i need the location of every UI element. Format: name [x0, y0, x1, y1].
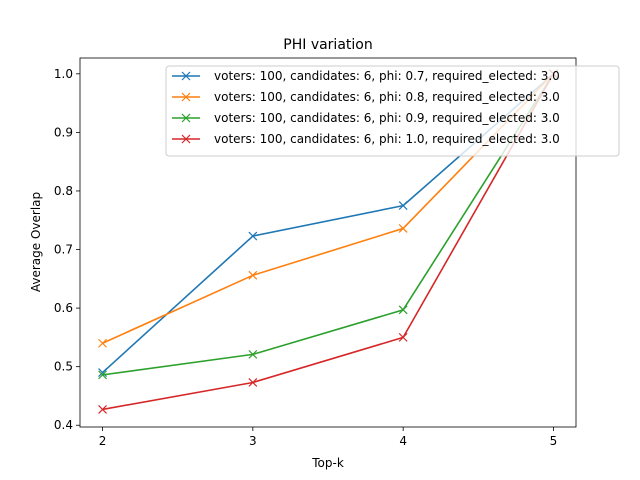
- x-tick-label: 4: [399, 434, 407, 448]
- legend-swatch-marker: [181, 71, 191, 81]
- data-point: [98, 370, 107, 380]
- marker-stroke: [98, 370, 107, 380]
- marker-stroke: [398, 224, 408, 233]
- legend-swatch-marker: [181, 134, 191, 144]
- y-tick-label: 0.7: [54, 243, 73, 257]
- legend-label: voters: 100, candidates: 6, phi: 0.8, re…: [214, 90, 560, 104]
- legend-box: [165, 65, 620, 157]
- y-tick-label: 0.8: [54, 184, 73, 198]
- y-tick-label: 0.5: [54, 360, 73, 374]
- data-point: [398, 201, 408, 211]
- data-point: [398, 224, 408, 233]
- x-tick-label: 5: [550, 434, 558, 448]
- legend-swatch-marker: [181, 113, 191, 123]
- data-point: [248, 349, 258, 359]
- legend-swatch-marker: [181, 92, 191, 102]
- legend-entry: voters: 100, candidates: 6, phi: 0.8, re…: [172, 90, 560, 104]
- legend-entry: voters: 100, candidates: 6, phi: 0.7, re…: [172, 69, 560, 83]
- x-tick-label: 2: [99, 434, 107, 448]
- marker-stroke: [398, 332, 408, 342]
- series-line-3: [102, 73, 555, 376]
- marker-stroke: [248, 231, 258, 241]
- marker-stroke: [248, 270, 258, 280]
- data-point: [248, 378, 258, 387]
- legend-label: voters: 100, candidates: 6, phi: 1.0, re…: [214, 132, 560, 146]
- data-point: [98, 405, 107, 414]
- data-point: [398, 332, 408, 342]
- chart-title: PHI variation: [283, 37, 372, 53]
- y-axis-label: Average Overlap: [29, 192, 43, 292]
- data-point: [248, 231, 258, 241]
- marker-stroke: [98, 338, 107, 348]
- marker-stroke: [181, 71, 191, 81]
- marker-stroke: [181, 113, 191, 123]
- marker-stroke: [181, 134, 191, 144]
- series-line-4: [102, 73, 555, 411]
- x-tick-label: 3: [249, 434, 257, 448]
- data-point: [398, 305, 408, 315]
- legend: voters: 100, candidates: 6, phi: 0.7, re…: [165, 65, 620, 157]
- marker-stroke: [398, 305, 408, 315]
- legend-entry: voters: 100, candidates: 6, phi: 1.0, re…: [172, 132, 560, 146]
- marker-stroke: [398, 201, 408, 211]
- marker-stroke: [248, 378, 258, 387]
- y-tick-label: 0.4: [54, 418, 73, 432]
- data-point: [248, 270, 258, 280]
- plot-frame: [79, 57, 577, 428]
- marker-stroke: [248, 349, 258, 359]
- data-point: [98, 338, 107, 348]
- legend-label: voters: 100, candidates: 6, phi: 0.9, re…: [214, 111, 560, 125]
- marker-stroke: [98, 368, 107, 377]
- y-tick-label: 1.0: [54, 67, 73, 81]
- marker-stroke: [98, 405, 107, 414]
- legend-label: voters: 100, candidates: 6, phi: 0.7, re…: [214, 69, 560, 83]
- y-tick-label: 0.9: [54, 125, 73, 139]
- x-axis-label: Top-k: [311, 456, 344, 470]
- y-tick-label: 0.6: [54, 301, 73, 315]
- marker-stroke: [181, 92, 191, 102]
- legend-entry: voters: 100, candidates: 6, phi: 0.9, re…: [172, 111, 560, 125]
